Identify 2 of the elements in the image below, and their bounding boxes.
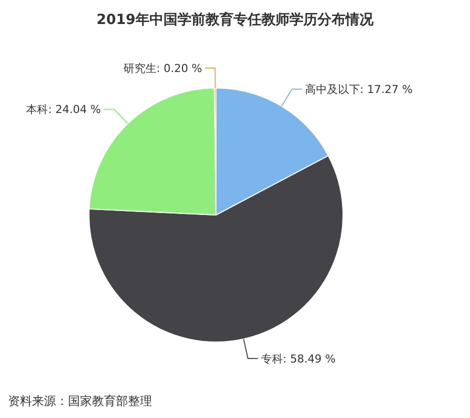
title: 2019年中国学前教育专任教师学历分布情况: [96, 12, 374, 28]
annotation: 资料来源：国家教育部整理: [8, 394, 152, 408]
